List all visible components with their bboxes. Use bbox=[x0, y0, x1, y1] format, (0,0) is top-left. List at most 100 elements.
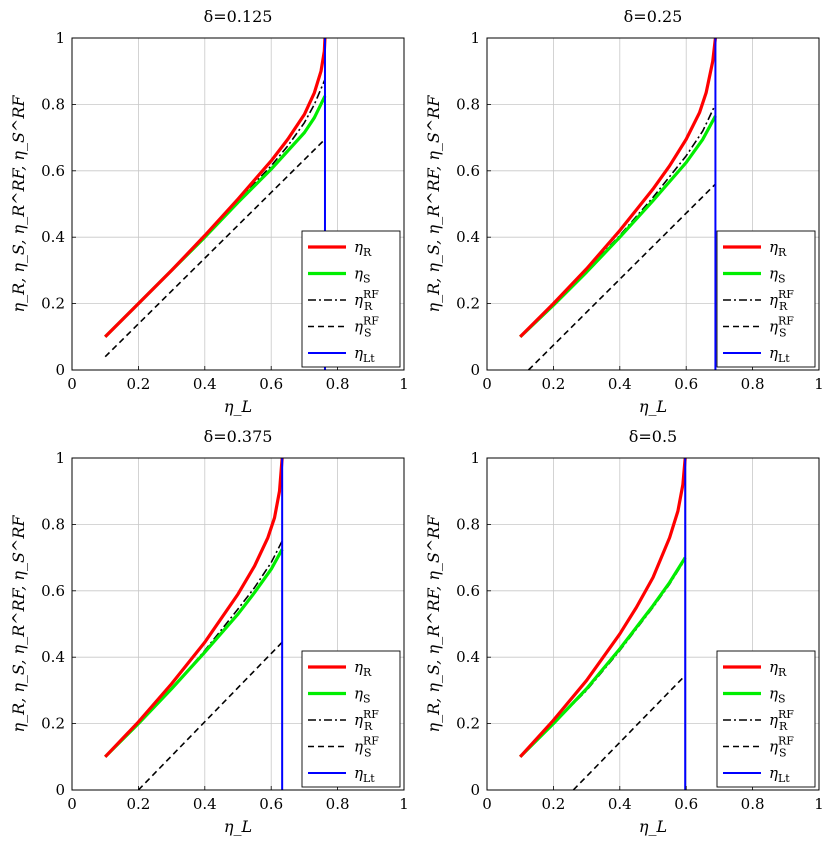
y-tick-label: 0.6 bbox=[41, 582, 65, 600]
x-axis-label: η_L bbox=[224, 817, 252, 836]
y-tick-label: 1 bbox=[470, 449, 480, 467]
y-axis-label: η_R, η_S, η_R^RF, η_S^RF bbox=[9, 515, 28, 733]
y-tick-label: 1 bbox=[55, 449, 65, 467]
series-line-s bbox=[519, 556, 687, 758]
series-line-r bbox=[519, 457, 687, 758]
x-tick-label: 1 bbox=[399, 795, 409, 813]
legend-label: ηS bbox=[354, 685, 371, 706]
x-tick-label: 0 bbox=[482, 795, 492, 813]
x-tick-label: 0 bbox=[482, 375, 492, 393]
legend-box bbox=[716, 650, 816, 788]
x-tick-label: 0.6 bbox=[259, 375, 283, 393]
y-tick-label: 0 bbox=[55, 781, 65, 799]
y-tick-label: 0.2 bbox=[41, 295, 65, 313]
plot-frame bbox=[486, 457, 820, 791]
series-line-s-rf bbox=[572, 674, 686, 791]
legend-label: ηR bbox=[769, 238, 787, 259]
x-axis-label: η_L bbox=[224, 397, 252, 416]
legend-label: ηS bbox=[354, 265, 371, 286]
x-tick-label: 0.4 bbox=[608, 795, 632, 813]
y-axis-label: η_R, η_S, η_R^RF, η_S^RF bbox=[424, 95, 443, 313]
x-tick-label: 0.2 bbox=[541, 795, 565, 813]
series-line-r-rf bbox=[104, 540, 283, 758]
chart-title: δ=0.25 bbox=[624, 7, 683, 26]
x-tick-label: 0.8 bbox=[326, 375, 350, 393]
x-tick-label: 0.6 bbox=[674, 375, 698, 393]
y-tick-label: 0.8 bbox=[41, 95, 65, 113]
legend-label: ηR bbox=[354, 658, 372, 679]
series-line-r bbox=[104, 37, 327, 338]
x-tick-label: 1 bbox=[814, 375, 824, 393]
x-tick-label: 0.8 bbox=[741, 375, 765, 393]
legend-label: ηRF R bbox=[354, 708, 379, 733]
legend-label: ηRF R bbox=[354, 288, 379, 313]
legend-label: ηRF S bbox=[354, 315, 379, 340]
x-tick-label: 0 bbox=[67, 375, 77, 393]
y-tick-label: 0.6 bbox=[41, 162, 65, 180]
x-tick-label: 0 bbox=[67, 795, 77, 813]
plot-frame bbox=[486, 37, 820, 371]
y-tick-label: 0.4 bbox=[41, 228, 65, 246]
chart-title: δ=0.5 bbox=[629, 427, 677, 446]
plot-frame bbox=[71, 457, 405, 791]
y-tick-label: 0.6 bbox=[456, 162, 480, 180]
y-tick-label: 0 bbox=[470, 361, 480, 379]
x-tick-label: 0.2 bbox=[541, 375, 565, 393]
chart-panel-2: 0 0.2 0.4 0.6 0.8 1 0 0.2 0.4 0.6 0.8 1 δ=0.25 η_L η_R… bbox=[424, 7, 824, 416]
y-tick-label: 0.2 bbox=[456, 715, 480, 733]
chart-title: δ=0.375 bbox=[204, 427, 273, 446]
y-axis-label: η_R, η_S, η_R^RF, η_S^RF bbox=[9, 95, 28, 313]
x-tick-label: 1 bbox=[399, 375, 409, 393]
legend-label: ηRF S bbox=[769, 735, 794, 760]
x-tick-label: 0.6 bbox=[674, 795, 698, 813]
legend-label: ηLt bbox=[354, 344, 375, 365]
y-tick-label: 0.4 bbox=[456, 648, 480, 666]
y-axis-label: η_R, η_S, η_R^RF, η_S^RF bbox=[424, 515, 443, 733]
y-tick-label: 0.2 bbox=[456, 295, 480, 313]
chart-panel-1: 0 0.2 0.4 0.6 0.8 1 0 0.2 0.4 0.6 0.8 1 δ=0.125 η_L η_… bbox=[9, 7, 409, 416]
x-tick-label: 0.4 bbox=[193, 795, 217, 813]
x-tick-label: 0.8 bbox=[741, 795, 765, 813]
x-tick-label: 0.6 bbox=[259, 795, 283, 813]
legend-label: ηS bbox=[769, 685, 786, 706]
legend-box bbox=[716, 230, 816, 368]
x-tick-label: 0.2 bbox=[126, 795, 150, 813]
x-axis-label: η_L bbox=[639, 817, 667, 836]
y-tick-label: 0.4 bbox=[41, 648, 65, 666]
legend-label: ηS bbox=[769, 265, 786, 286]
x-tick-label: 0.4 bbox=[193, 375, 217, 393]
x-tick-label: 1 bbox=[814, 795, 824, 813]
plot-frame bbox=[71, 37, 405, 371]
y-tick-label: 0.4 bbox=[456, 228, 480, 246]
legend-label: ηR bbox=[354, 238, 372, 259]
chart-title: δ=0.125 bbox=[204, 7, 273, 26]
legend-label: ηRF R bbox=[769, 708, 794, 733]
y-tick-label: 0.2 bbox=[41, 715, 65, 733]
legend-label: ηLt bbox=[769, 344, 790, 365]
legend-label: ηRF S bbox=[769, 315, 794, 340]
legend-label: ηRF S bbox=[354, 735, 379, 760]
legend-box bbox=[301, 650, 401, 788]
series-line-s-rf bbox=[137, 641, 283, 791]
y-tick-label: 0 bbox=[470, 781, 480, 799]
series-line-r bbox=[104, 457, 284, 758]
y-tick-label: 1 bbox=[470, 29, 480, 47]
legend-box bbox=[301, 230, 401, 368]
y-tick-label: 1 bbox=[55, 29, 65, 47]
y-tick-label: 0.8 bbox=[456, 515, 480, 533]
legend-label: ηLt bbox=[769, 764, 790, 785]
x-tick-label: 0.8 bbox=[326, 795, 350, 813]
chart-panel-4: 0 0.2 0.4 0.6 0.8 1 0 0.2 0.4 0.6 0.8 1 δ=0.5 η_L η_R,… bbox=[424, 427, 824, 836]
y-tick-label: 0 bbox=[55, 361, 65, 379]
y-tick-label: 0.6 bbox=[456, 582, 480, 600]
y-tick-label: 0.8 bbox=[41, 515, 65, 533]
x-axis-label: η_L bbox=[639, 397, 667, 416]
series-line-s-rf bbox=[527, 183, 716, 371]
x-tick-label: 0.4 bbox=[608, 375, 632, 393]
legend-label: ηRF R bbox=[769, 288, 794, 313]
legend-label: ηLt bbox=[354, 764, 375, 785]
